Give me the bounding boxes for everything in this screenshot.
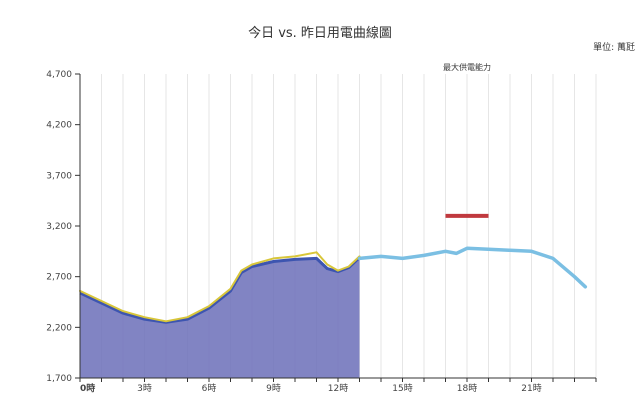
series-forecast-line [357, 246, 588, 289]
y-tick-label: 4,700 [46, 70, 72, 80]
annotation-layer: 最大供電能力 [443, 62, 491, 218]
x-tick-label: 3時 [137, 383, 152, 394]
series-yesterday-line [79, 251, 361, 323]
axis-layer: 4,700 4,200 3,700 3,200 2,700 2,200 1,700 0時 3時 6… [46, 70, 597, 394]
y-tick-label: 1,700 [46, 374, 72, 384]
y-tick-label: 3,200 [46, 222, 72, 232]
y-tick-label: 4,200 [46, 121, 72, 131]
series-today-area [80, 257, 360, 378]
y-tick-label: 2,200 [46, 323, 72, 333]
unit-label: 單位: 萬瓩 [593, 41, 635, 53]
max-supply-label: 最大供電能力 [443, 62, 491, 72]
x-tick-label: 21時 [521, 383, 541, 394]
x-tick-label: 15時 [392, 383, 412, 394]
y-tick-label: 3,700 [46, 171, 72, 181]
y-tick-label: 2,700 [46, 273, 72, 283]
x-tick-label: 12時 [328, 383, 348, 394]
x-tick-label: 18時 [457, 383, 477, 394]
series-layer [79, 246, 588, 378]
x-tick-label: 6時 [202, 383, 217, 394]
grid-layer [101, 74, 597, 378]
x-tick-label: 9時 [266, 383, 281, 394]
chart-title: 今日 vs. 昨日用電曲線圖 [248, 25, 392, 41]
x-tick-label: 0時 [80, 382, 95, 394]
series-today-line [79, 256, 361, 324]
